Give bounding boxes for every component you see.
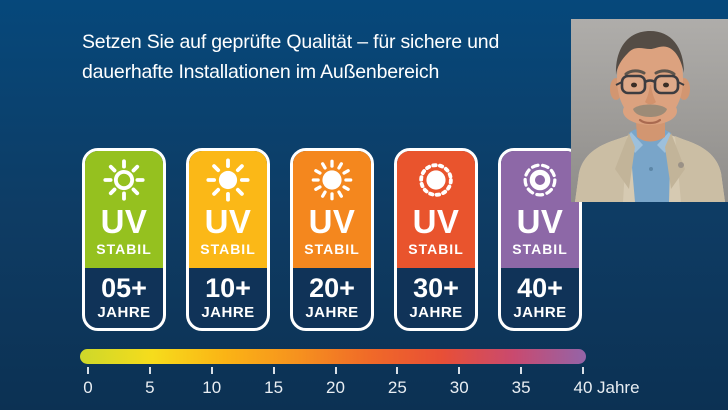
stabil-label: STABIL — [512, 241, 568, 257]
uv-badge-10-years: UV STABIL 10+ JAHRE — [186, 148, 270, 331]
uv-label: UV — [204, 203, 252, 240]
years-value: 10+ — [205, 273, 251, 303]
years-unit: JAHRE — [201, 304, 255, 321]
years-unit: JAHRE — [305, 304, 359, 321]
sun-dotted-icon — [413, 156, 459, 204]
years-unit: JAHRE — [409, 304, 463, 321]
sun-solid-12ray-icon — [309, 156, 355, 204]
uv-scale-ticks: 0 5 10 15 20 25 30 35 40 — [83, 367, 592, 397]
years-unit: JAHRE — [513, 304, 567, 321]
years-unit: JAHRE — [97, 304, 151, 321]
sun-outline-icon — [101, 156, 147, 204]
uv-label: UV — [308, 203, 356, 240]
title-line-2: dauerhafte Installationen im Außenbereic… — [82, 61, 440, 83]
uv-badge-row: UV STABIL 05+ JAHRE — [82, 148, 582, 331]
stabil-label: STABIL — [304, 241, 360, 257]
sun-solid-8ray-icon — [205, 156, 251, 204]
stabil-label: STABIL — [96, 241, 152, 257]
uv-badge-30-years: UV STABIL 30+ JAHRE — [394, 148, 478, 331]
uv-scale-bar — [80, 349, 586, 364]
years-value: 20+ — [309, 273, 355, 303]
sun-ring-dashed-icon — [517, 156, 563, 204]
uv-badge-5-years: UV STABIL 05+ JAHRE — [82, 148, 166, 331]
uv-badge-40-years: UV STABIL 40+ JAHRE — [498, 148, 582, 331]
title-line-1: Setzen Sie auf geprüfte Qualität – für s… — [82, 31, 500, 53]
scale-unit-label: Jahre — [597, 378, 640, 397]
portrait-photo — [571, 19, 728, 202]
uv-label: UV — [516, 203, 564, 240]
uv-badge-20-years: UV STABIL 20+ JAHRE — [290, 148, 374, 331]
years-value: 05+ — [101, 273, 147, 303]
stabil-label: STABIL — [408, 241, 464, 257]
years-value: 40+ — [517, 273, 563, 303]
stabil-label: STABIL — [200, 241, 256, 257]
uv-label: UV — [412, 203, 460, 240]
page-title: Setzen Sie auf geprüfte Qualität – für s… — [82, 27, 499, 87]
uv-label: UV — [100, 203, 148, 240]
years-value: 30+ — [413, 273, 459, 303]
